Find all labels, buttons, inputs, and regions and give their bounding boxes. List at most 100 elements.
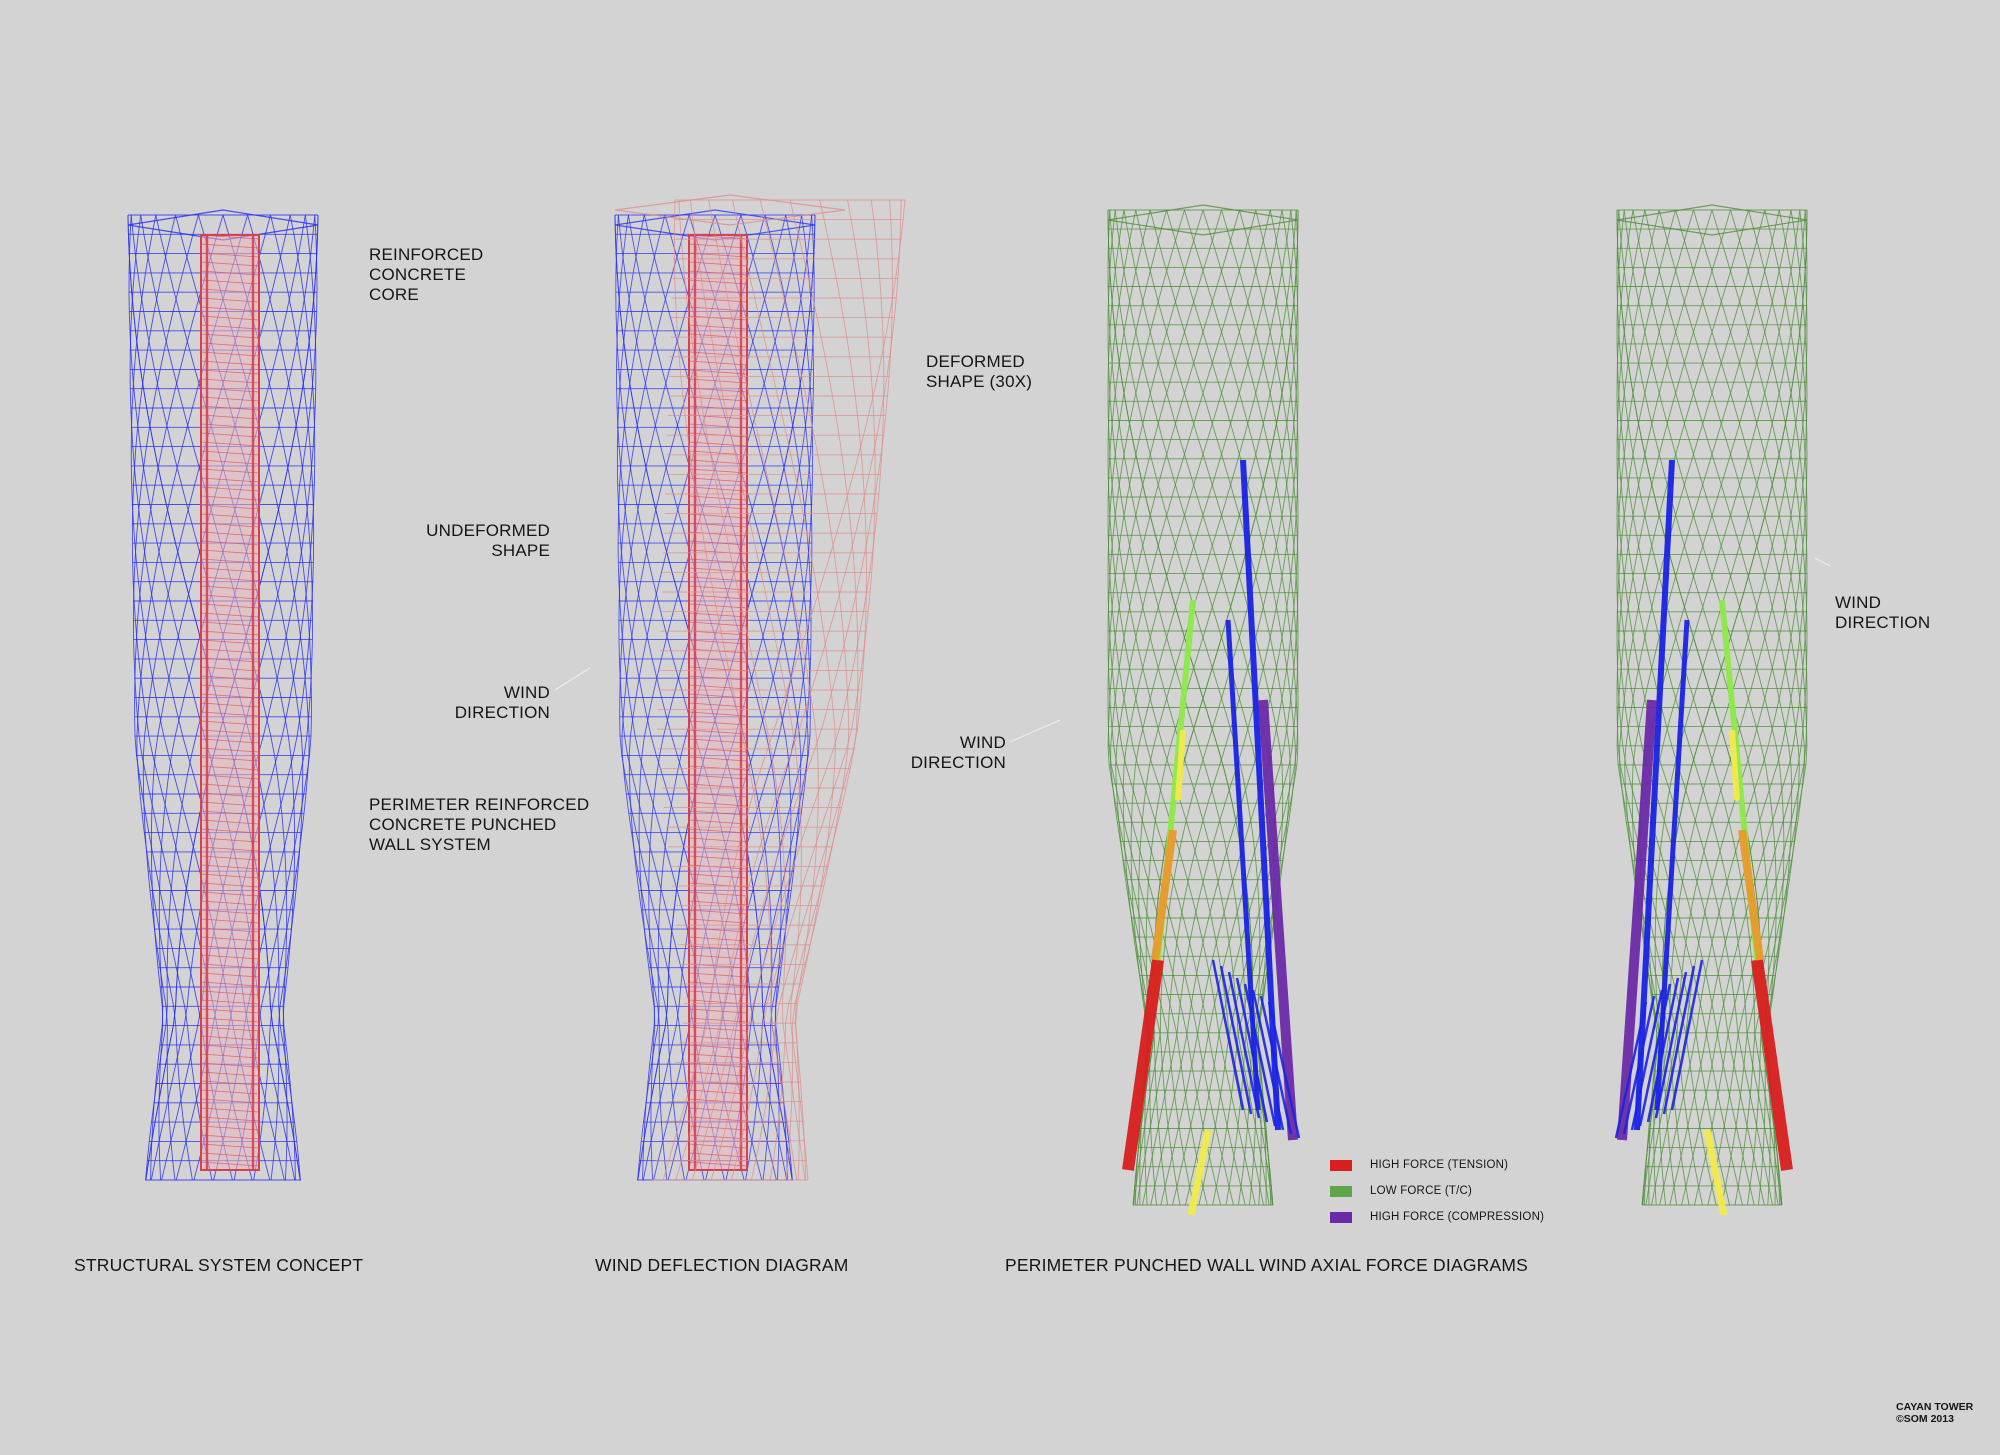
core-hatch [688,783,748,789]
force-band [1259,995,1293,1135]
core-hatch [200,333,260,339]
wind-direction-pointers [554,557,1831,743]
core-hatch [200,657,260,663]
strand-line [1616,209,1782,1206]
force-band [1738,829,1764,961]
strand-line [1160,209,1299,1206]
strand-line [1642,209,1808,1206]
core-hatch [688,540,748,546]
strand-line [150,214,306,1181]
core-hatch [688,378,748,384]
core-hatch [200,495,260,501]
core-hatch [200,873,260,879]
strand-line [1647,209,1801,1206]
core-hatch [688,279,748,285]
core-hatch [200,999,260,1005]
core-hatch [200,1008,260,1014]
core-hatch [688,1134,748,1140]
concrete-core [688,234,748,1171]
core-hatch [688,234,748,240]
core-hatch [200,1062,260,1068]
core-hatch [688,729,748,735]
core-hatch [688,603,748,609]
core-hatch [200,756,260,762]
core-hatch [200,351,260,357]
force-band [1622,995,1656,1135]
core-hatch [688,513,748,519]
strand-line [1133,209,1299,1206]
core-hatch [200,1116,260,1122]
core-hatch [200,423,260,429]
strand-line [675,199,902,1181]
core-hatch [200,369,260,375]
core-hatch [200,252,260,258]
strand-line [1707,209,1808,1206]
tower-axial-force-diagram-1 [1107,204,1301,1216]
force-band [1751,959,1793,1171]
strand-line [642,214,803,1181]
strand-line [128,214,296,1181]
force-band [1175,729,1186,801]
core-hatch [688,531,748,537]
core-hatch [688,270,748,276]
core-hatch [200,747,260,753]
core-hatch [688,936,748,942]
core-hatch [688,1125,748,1131]
core-hatch [200,738,260,744]
core-hatch [200,945,260,951]
core-hatch [200,990,260,996]
core-hatch [688,837,748,843]
core-hatch [200,819,260,825]
core-hatch [200,837,260,843]
core-hatch [688,1116,748,1122]
strand-line [1693,209,1808,1206]
core-hatch [688,810,748,816]
core-hatch [200,954,260,960]
strand-line [643,214,792,1181]
force-band [1225,619,1261,1111]
core-hatch [688,909,748,915]
core-hatch [688,288,748,294]
strand-line [155,214,296,1181]
credit-cayan-tower-som: CAYAN TOWER ©SOM 2013 [1896,1401,1974,1425]
legend-item-tension: HIGH FORCE (TENSION) [1330,1152,1544,1178]
core-hatch [688,711,748,717]
core-hatch [200,477,260,483]
core-hatch [688,306,748,312]
strand-line [662,199,906,1181]
core-hatch [688,954,748,960]
core-hatch [200,486,260,492]
core-hatch [688,657,748,663]
strand-line [1166,209,1296,1206]
core-hatch [688,756,748,762]
core-hatch [200,585,260,591]
core-hatch [200,900,260,906]
strand-line [1616,209,1779,1206]
force-band [1670,959,1704,1111]
legend-label-tension: HIGH FORCE (TENSION) [1370,1159,1509,1171]
core-hatch [200,1080,260,1086]
core-hatch [200,729,260,735]
strand-line [678,199,806,1181]
core-hatch [688,522,748,528]
force-band [1703,1129,1728,1216]
strand-line [1136,209,1299,1206]
core-hatch [200,342,260,348]
core-hatch [688,900,748,906]
strand-line [1107,209,1222,1206]
core-hatch [200,297,260,303]
core-hatch [200,1053,260,1059]
core-hatch [200,513,260,519]
force-band [1235,977,1269,1123]
core-hatch [200,279,260,285]
core-hatch [200,234,260,240]
strand-line [1107,209,1208,1206]
core-hatch [200,963,260,969]
core-hatch [200,846,260,852]
core-hatch [200,1098,260,1104]
core-hatch [200,792,260,798]
core-hatch [200,1071,260,1077]
core-hatch [200,531,260,537]
core-hatch [200,1044,260,1050]
